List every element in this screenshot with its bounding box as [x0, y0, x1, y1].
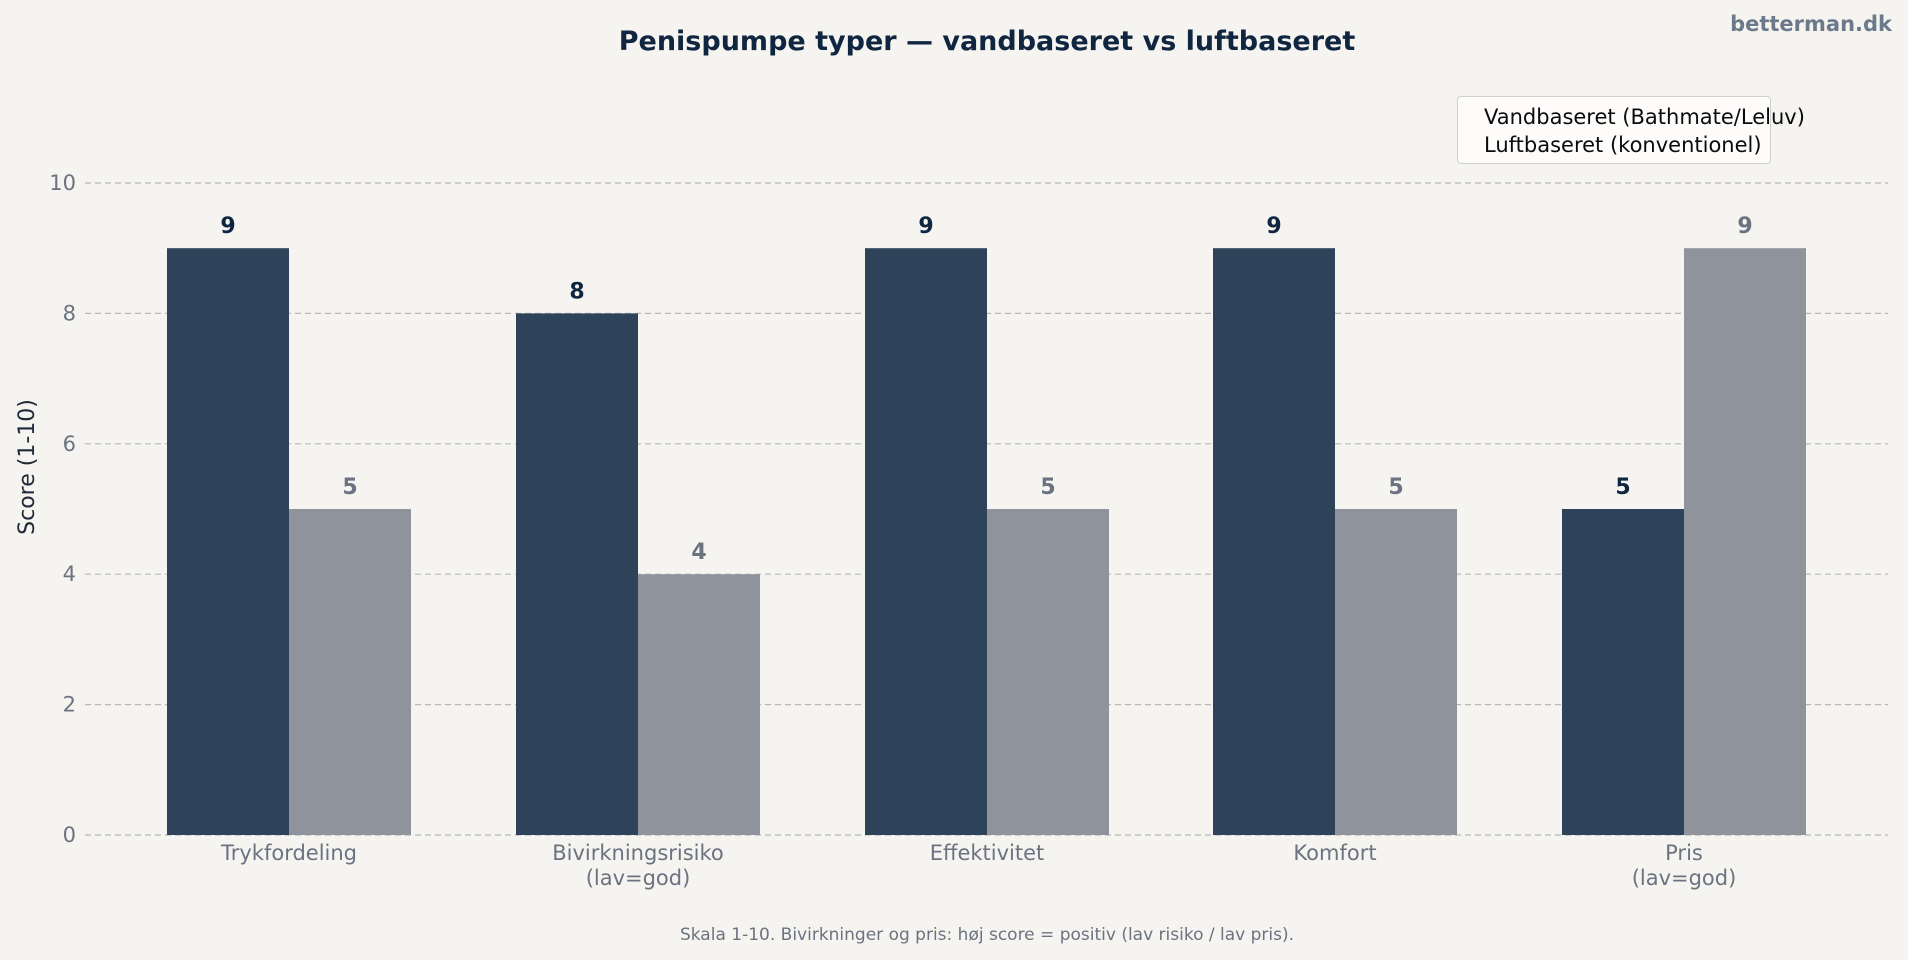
bar-series-2-1: [638, 574, 760, 835]
data-label-series-1-3: 9: [1266, 214, 1281, 239]
bar-series-1-0: [167, 248, 289, 835]
bar-series-2-3: [1335, 509, 1457, 835]
x-tick-label-4: Pris (lav=god): [1632, 841, 1737, 890]
bar-series-2-0: [289, 509, 411, 835]
data-label-series-1-1: 8: [569, 279, 584, 304]
x-tick-label-1: Bivirkningsrisiko (lav=god): [552, 841, 724, 890]
x-tick-label-line: Trykfordeling: [220, 841, 357, 865]
chart-footnote: Skala 1-10. Bivirkninger og pris: høj sc…: [679, 925, 1295, 945]
legend-item-series-1: Vandbaseret (Bathmate/Leluv): [1468, 103, 1805, 131]
y-tick-label-2: 2: [63, 693, 76, 717]
x-tick-label-line: Komfort: [1293, 841, 1376, 865]
x-tick-label-line: Pris: [1665, 841, 1703, 865]
x-tick-label-line: Bivirkningsrisiko: [552, 841, 724, 865]
legend-label-series-1: Vandbaseret (Bathmate/Leluv): [1484, 105, 1805, 129]
bar-series-1-2: [865, 248, 987, 835]
x-tick-label-0: Trykfordeling: [220, 841, 357, 865]
x-tick-label-line: Effektivitet: [930, 841, 1045, 865]
bar-series-1-1: [516, 313, 638, 835]
y-tick-label-10: 10: [49, 171, 76, 195]
data-label-series-2-2: 5: [1040, 475, 1055, 500]
data-label-series-1-2: 9: [918, 214, 933, 239]
legend-label-series-2: Luftbaseret (konventionel): [1484, 133, 1762, 157]
data-label-series-2-3: 5: [1388, 475, 1403, 500]
data-label-series-2-0: 5: [342, 475, 357, 500]
data-label-series-2-1: 4: [691, 540, 706, 565]
y-tick-label-6: 6: [63, 432, 76, 456]
x-tick-label-3: Komfort: [1293, 841, 1376, 865]
chart-legend: Vandbaseret (Bathmate/Leluv) Luftbaseret…: [1457, 96, 1805, 164]
bar-series-1-4: [1562, 509, 1684, 835]
x-tick-label-line: (lav=god): [586, 866, 691, 890]
data-label-series-1-4: 5: [1615, 475, 1630, 500]
bar-series-2-4: [1684, 248, 1806, 835]
bar-series-2-2: [987, 509, 1109, 835]
data-label-series-2-4: 9: [1737, 214, 1752, 239]
y-tick-label-0: 0: [63, 823, 76, 847]
x-tick-label-line: (lav=god): [1632, 866, 1737, 890]
y-axis-label: Score (1-10): [15, 399, 40, 535]
y-tick-label-4: 4: [63, 562, 76, 586]
legend-item-series-2: Luftbaseret (konventionel): [1468, 131, 1762, 159]
brand-watermark: betterman.dk: [1730, 12, 1892, 36]
x-tick-label-2: Effektivitet: [930, 841, 1045, 865]
chart-title: Penispumpe typer — vandbaseret vs luftba…: [618, 26, 1356, 57]
y-tick-label-8: 8: [63, 301, 76, 325]
data-label-series-1-0: 9: [220, 214, 235, 239]
bar-series-1-3: [1213, 248, 1335, 835]
